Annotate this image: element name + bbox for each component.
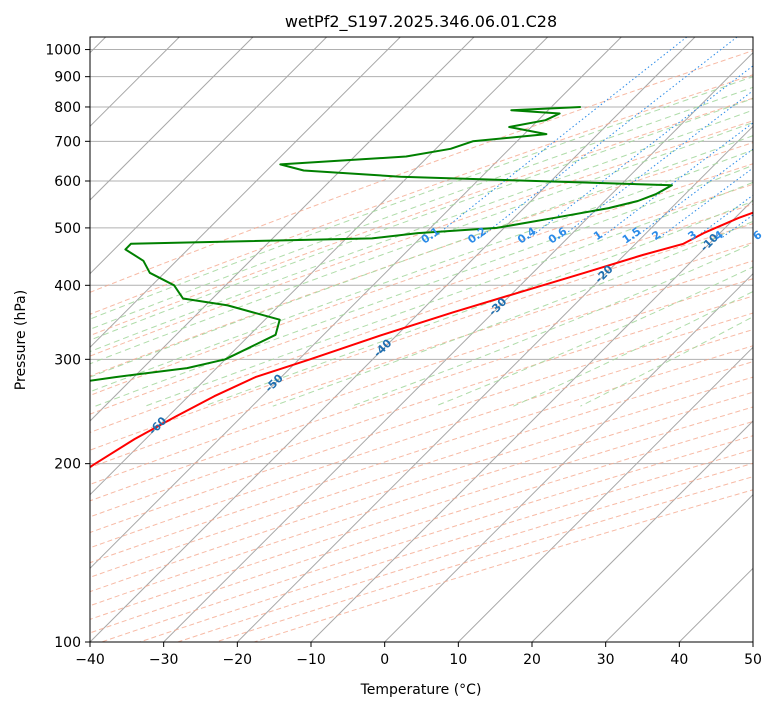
dewpoint-profile: [90, 106, 673, 382]
x-tick-label: 50: [744, 652, 762, 668]
plot-background: [90, 37, 753, 642]
x-tick-label: −30: [149, 652, 179, 668]
mixing-ratio-line: [658, 167, 753, 239]
x-tick-label: 40: [670, 652, 688, 668]
isotherm-line: [384, 272, 753, 642]
mixing-ratio-line: [760, 37, 775, 238]
y-tick-label: 400: [54, 278, 81, 294]
moist-adiabat: [90, 98, 753, 341]
temperature-profile: [90, 211, 753, 469]
dry-adiabat: [90, 223, 753, 451]
moist-adiabat: [90, 86, 753, 330]
moist-adiabat: [95, 164, 753, 407]
dry-adiabat: [90, 260, 753, 485]
chart-title: wetPf2_S197.2025.346.06.01.C28: [285, 12, 557, 32]
y-tick-label: 700: [54, 134, 81, 150]
x-tick-label: 10: [449, 652, 467, 668]
isotherm-label: -70: [24, 462, 47, 485]
x-axis: −40 −30 −20 −10 0 10 20 30 40 50: [75, 642, 762, 668]
isotherm-line: [163, 51, 753, 642]
moist-adiabat: [435, 266, 753, 407]
x-tick-label: −40: [75, 652, 105, 668]
moist-adiabat: [351, 242, 753, 407]
mixing-ratio-line: [478, 37, 738, 239]
moist-adiabat: [90, 76, 753, 320]
moist-adiabat: [90, 109, 753, 353]
series-layer: [90, 106, 753, 469]
x-tick-label: 30: [597, 652, 615, 668]
y-tick-label: 100: [54, 635, 81, 651]
y-axis: 100 200 300 400 500 600 700 800 900 1000: [45, 43, 90, 651]
isotherm-line: [90, 37, 696, 642]
dry-adiabat: [90, 97, 753, 337]
moist-adiabat: [90, 149, 753, 393]
isotherm-line: [531, 420, 753, 642]
x-tick-label: 0: [380, 652, 389, 668]
dry-adiabat: [90, 329, 753, 549]
y-tick-label: 500: [54, 221, 81, 237]
isotherm-line: [752, 641, 753, 642]
isotherm-line: [310, 199, 753, 642]
dry-adiabat: [90, 361, 753, 578]
y-tick-label: 200: [54, 457, 81, 473]
dry-adiabat: [90, 241, 753, 469]
y-axis-title: Pressure (hPa): [13, 290, 29, 390]
dry-adiabat: [90, 312, 753, 534]
y-tick-label: 900: [54, 70, 81, 86]
dry-adiabat: [90, 278, 753, 502]
dry-adiabat: [90, 391, 753, 607]
x-axis-title: Temperature (°C): [360, 682, 482, 698]
y-tick-label: 300: [54, 352, 81, 368]
x-tick-label: −10: [296, 652, 326, 668]
moist-adiabat: [272, 220, 753, 407]
x-tick-label: 20: [523, 652, 541, 668]
moist-adiabat: [513, 290, 753, 407]
x-tick-label: −20: [223, 652, 253, 668]
plot-frame: [89, 36, 754, 643]
moist-adiabat: [145, 181, 753, 407]
isotherm-line: [90, 37, 475, 422]
y-tick-label: 600: [54, 174, 81, 190]
isotherm-line: [90, 37, 254, 201]
moist-adiabat: [90, 135, 753, 378]
mixing-ratio-line: [559, 90, 753, 239]
dry-adiabat: [90, 50, 753, 293]
dry-adiabat: [90, 163, 753, 396]
dry-adiabat: [90, 295, 753, 518]
dry-adiabat: [90, 345, 753, 564]
isotherm-line: [236, 125, 753, 642]
isotherm-line: [90, 37, 549, 496]
isotherm-line: [90, 37, 401, 349]
isotherm-line: [605, 493, 753, 642]
dry-adiabat: [90, 142, 753, 377]
moist-adiabat: [90, 121, 753, 365]
y-tick-label: 800: [54, 100, 81, 116]
dry-adiabat: [90, 376, 753, 593]
isotherm-line: [90, 37, 622, 570]
isotherm-line: [457, 346, 753, 642]
isotherm-line: [90, 37, 328, 275]
y-tick-label: 1000: [45, 43, 81, 59]
